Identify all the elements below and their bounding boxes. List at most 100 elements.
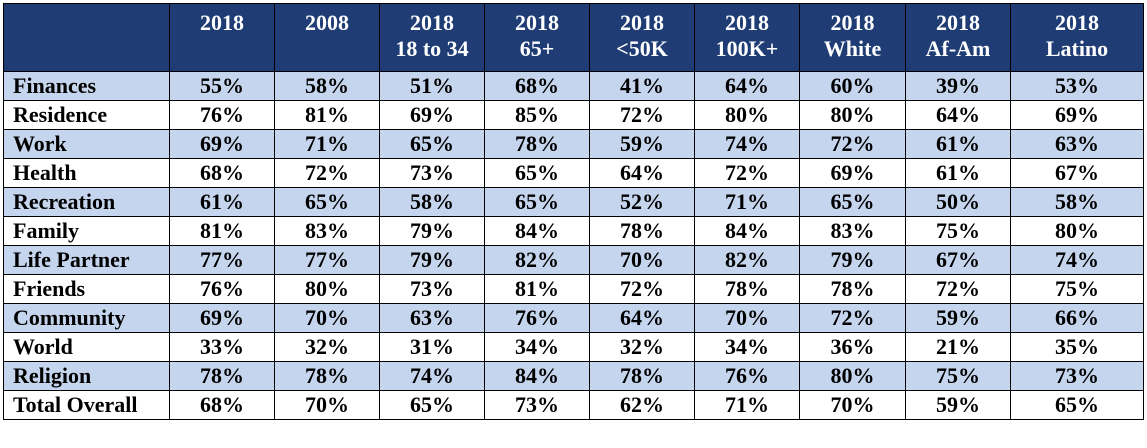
row-label: Total Overall	[3, 390, 170, 420]
column-header: 2018 Af-Am	[905, 3, 1011, 72]
table-cell: 68%	[169, 390, 275, 420]
column-header: 2018	[169, 3, 275, 72]
table-row: Residence 76% 81% 69% 85% 72% 80% 80% 64…	[3, 100, 1144, 130]
table-cell: 74%	[1010, 245, 1144, 275]
table-cell: 71%	[274, 129, 380, 159]
table-cell: 70%	[799, 390, 906, 420]
table-cell: 64%	[694, 71, 800, 101]
table-cell: 65%	[379, 390, 485, 420]
column-header-year: 2018	[725, 10, 769, 35]
table-row: Recreation 61% 65% 58% 65% 52% 71% 65% 5…	[3, 187, 1144, 217]
table-cell: 61%	[169, 187, 275, 217]
table-cell: 79%	[379, 245, 485, 275]
table-cell: 84%	[694, 216, 800, 246]
table-cell: 72%	[274, 158, 380, 188]
table-cell: 35%	[1010, 332, 1144, 362]
table-cell: 67%	[1010, 158, 1144, 188]
column-header: 2018 65+	[484, 3, 590, 72]
row-label: World	[3, 332, 170, 362]
row-label: Family	[3, 216, 170, 246]
table-cell: 50%	[905, 187, 1011, 217]
table-row: World 33% 32% 31% 34% 32% 34% 36% 21% 35…	[3, 332, 1144, 362]
column-header-year: 2018	[515, 10, 559, 35]
table-cell: 85%	[484, 100, 590, 130]
table-cell: 70%	[274, 390, 380, 420]
table-cell: 69%	[799, 158, 906, 188]
table-cell: 72%	[694, 158, 800, 188]
table-row: Friends 76% 80% 73% 81% 72% 78% 78% 72% …	[3, 274, 1144, 304]
column-header: 2008	[274, 3, 380, 72]
table-cell: 78%	[274, 361, 380, 391]
table-cell: 68%	[169, 158, 275, 188]
table-row: Finances 55% 58% 51% 68% 41% 64% 60% 39%…	[3, 71, 1144, 101]
data-table: 2018 2008 2018 18 to 34 2018 65+ 2018 <50K …	[3, 3, 1144, 420]
column-header-year: 2018	[830, 10, 875, 35]
table-cell: 59%	[589, 129, 695, 159]
table-cell: 80%	[799, 361, 906, 391]
table-cell: 64%	[905, 100, 1011, 130]
table-cell: 78%	[799, 274, 906, 304]
table-cell: 65%	[1010, 390, 1144, 420]
column-header-group: 100K+	[715, 36, 779, 61]
table-cell: 80%	[1010, 216, 1144, 246]
table-cell: 76%	[169, 100, 275, 130]
column-header-group: <50K	[616, 36, 668, 61]
table-cell: 78%	[484, 129, 590, 159]
table-cell: 69%	[379, 100, 485, 130]
table-cell: 21%	[905, 332, 1011, 362]
table-cell: 31%	[379, 332, 485, 362]
table-cell: 78%	[589, 361, 695, 391]
table-cell: 73%	[1010, 361, 1144, 391]
table-cell: 70%	[589, 245, 695, 275]
table-cell: 34%	[484, 332, 590, 362]
table-cell: 60%	[799, 71, 906, 101]
table-cell: 71%	[694, 390, 800, 420]
table-cell: 65%	[274, 187, 380, 217]
row-label: Work	[3, 129, 170, 159]
row-label: Recreation	[3, 187, 170, 217]
table-cell: 72%	[799, 129, 906, 159]
table-cell: 77%	[274, 245, 380, 275]
table-row: Total Overall 68% 70% 65% 73% 62% 71% 70…	[3, 390, 1144, 420]
table-cell: 63%	[379, 303, 485, 333]
table-cell: 55%	[169, 71, 275, 101]
table-cell: 41%	[589, 71, 695, 101]
table-cell: 58%	[274, 71, 380, 101]
table-cell: 61%	[905, 158, 1011, 188]
table-cell: 70%	[694, 303, 800, 333]
table-cell: 80%	[694, 100, 800, 130]
row-label: Finances	[3, 71, 170, 101]
table-cell: 69%	[1010, 100, 1144, 130]
table-cell: 72%	[589, 100, 695, 130]
table-row: Religion 78% 78% 74% 84% 78% 76% 80% 75%…	[3, 361, 1144, 391]
table-cell: 83%	[274, 216, 380, 246]
table-cell: 80%	[274, 274, 380, 304]
column-header-group: Af-Am	[925, 36, 991, 61]
column-header: 2018 White	[799, 3, 906, 72]
column-header: 2018 18 to 34	[379, 3, 485, 72]
table-row: Family 81% 83% 79% 84% 78% 84% 83% 75% 8…	[3, 216, 1144, 246]
row-label: Life Partner	[3, 245, 170, 275]
table-cell: 62%	[589, 390, 695, 420]
table-cell: 81%	[274, 100, 380, 130]
table-cell: 32%	[274, 332, 380, 362]
table-cell: 80%	[799, 100, 906, 130]
table-row: Life Partner 77% 77% 79% 82% 70% 82% 79%…	[3, 245, 1144, 275]
column-header-group: Latino	[1045, 36, 1109, 61]
column-header-year: 2008	[305, 10, 349, 35]
table-cell: 72%	[589, 274, 695, 304]
table-row: Health 68% 72% 73% 65% 64% 72% 69% 61% 6…	[3, 158, 1144, 188]
table-cell: 73%	[379, 158, 485, 188]
column-header-year: 2018	[1055, 10, 1099, 35]
column-header-group: White	[823, 36, 882, 61]
table-cell: 58%	[1010, 187, 1144, 217]
column-header-year: 2018	[620, 10, 664, 35]
table-cell: 74%	[694, 129, 800, 159]
table-cell: 75%	[905, 216, 1011, 246]
table-cell: 51%	[379, 71, 485, 101]
table-cell: 75%	[1010, 274, 1144, 304]
table-row: Community 69% 70% 63% 76% 64% 70% 72% 59…	[3, 303, 1144, 333]
table-cell: 33%	[169, 332, 275, 362]
table-cell: 74%	[379, 361, 485, 391]
table-cell: 34%	[694, 332, 800, 362]
